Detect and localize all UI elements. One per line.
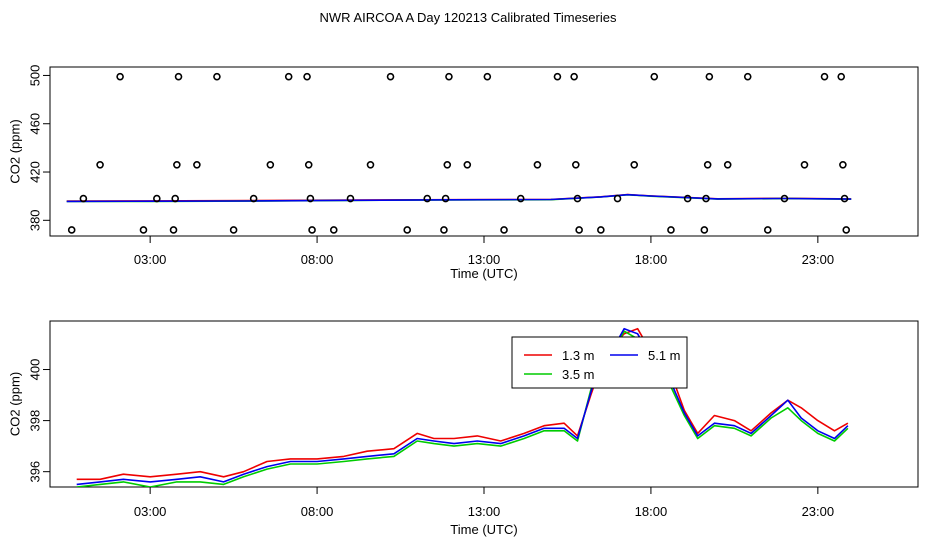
data-point <box>303 72 311 81</box>
data-point <box>174 72 183 81</box>
data-point <box>573 194 582 203</box>
data-point <box>570 72 578 81</box>
data-point <box>386 72 395 81</box>
data-point <box>703 160 712 169</box>
data-point <box>423 194 432 203</box>
data-point <box>780 194 789 203</box>
x-tick-label: 08:00 <box>301 252 334 267</box>
plot-area <box>66 72 852 234</box>
y-tick-label: 396 <box>27 461 42 483</box>
y-tick-label: 380 <box>27 209 42 231</box>
data-point <box>173 160 181 169</box>
data-point <box>483 72 492 81</box>
chart-title: NWR AIRCOA A Day 120213 Calibrated Times… <box>320 10 617 25</box>
data-point <box>613 194 622 203</box>
y-tick-label: 398 <box>27 410 42 432</box>
x-tick-label: 18:00 <box>635 504 668 519</box>
legend-label: 3.5 m <box>562 367 595 382</box>
x-tick-label: 03:00 <box>134 252 167 267</box>
y-axis-label: CO2 (ppm) <box>7 119 22 183</box>
x-tick-label: 08:00 <box>301 504 334 519</box>
data-point <box>329 226 338 234</box>
data-point <box>366 160 375 169</box>
data-point <box>667 226 675 234</box>
y-tick-label: 500 <box>27 65 42 87</box>
data-point <box>153 194 161 203</box>
series-line-5-1m <box>66 193 852 203</box>
data-point <box>800 160 809 169</box>
data-point <box>820 72 829 81</box>
data-point <box>702 194 710 203</box>
legend-box <box>511 336 688 389</box>
data-point <box>284 72 293 81</box>
data-point <box>249 194 258 203</box>
data-point <box>403 226 412 234</box>
legend: 1.3 m 3.5 m 5.1 m <box>511 336 688 389</box>
data-point <box>79 194 88 203</box>
data-point <box>308 226 316 234</box>
data-point <box>440 226 448 234</box>
data-point <box>705 72 714 81</box>
x-axis-label: Time (UTC) <box>450 266 517 281</box>
data-point <box>169 226 178 234</box>
data-point <box>723 160 732 169</box>
data-point <box>837 72 846 81</box>
data-point <box>630 160 639 169</box>
data-point <box>171 194 179 203</box>
data-point <box>306 194 315 203</box>
y-tick-label: 460 <box>27 113 42 135</box>
data-point <box>597 226 605 234</box>
plot-area <box>76 327 849 487</box>
data-point <box>445 72 453 81</box>
data-point <box>572 160 580 169</box>
y-tick-label: 400 <box>27 359 42 381</box>
data-point <box>700 226 709 234</box>
bottom-panel: 03:00 08:00 13:00 18:00 23:00 396 398 400 Time (… <box>7 320 919 537</box>
data-point <box>575 226 583 234</box>
plot-frame <box>49 320 919 488</box>
data-point <box>213 72 221 81</box>
data-point <box>266 160 275 169</box>
series-line-5-1m <box>76 327 849 486</box>
data-point <box>516 194 525 203</box>
data-point <box>553 72 562 81</box>
series-line-1-3m <box>76 327 849 481</box>
y-tick-label: 420 <box>27 161 42 183</box>
data-point <box>229 226 238 234</box>
legend-label: 5.1 m <box>648 348 681 363</box>
data-point <box>139 226 148 234</box>
data-point <box>743 72 752 81</box>
x-tick-label: 03:00 <box>134 504 167 519</box>
data-point <box>683 194 692 203</box>
x-tick-label: 23:00 <box>802 252 835 267</box>
data-point <box>533 160 542 169</box>
x-tick-label: 13:00 <box>468 252 501 267</box>
data-point <box>96 160 104 169</box>
y-axis-label: CO2 (ppm) <box>7 372 22 436</box>
data-point <box>443 160 452 169</box>
x-tick-label: 13:00 <box>468 504 501 519</box>
x-tick-label: 23:00 <box>802 504 835 519</box>
data-point <box>441 194 450 203</box>
data-point <box>840 194 849 203</box>
x-tick-label: 18:00 <box>635 252 668 267</box>
data-point <box>650 72 659 81</box>
data-point <box>500 226 508 234</box>
data-point <box>763 226 772 234</box>
plot-frame <box>49 66 919 237</box>
data-point <box>193 160 201 169</box>
data-point <box>463 160 472 169</box>
top-panel: 03:00 08:00 13:00 18:00 23:00 380 420 460 500 Tim… <box>7 65 919 281</box>
data-point <box>839 160 847 169</box>
legend-label: 1.3 m <box>562 348 595 363</box>
series-line-3-5m <box>76 330 849 487</box>
data-point <box>304 160 313 169</box>
data-point <box>346 194 355 203</box>
data-point <box>116 72 124 81</box>
data-point <box>842 226 851 234</box>
x-axis-label: Time (UTC) <box>450 522 517 537</box>
data-point <box>67 226 76 234</box>
